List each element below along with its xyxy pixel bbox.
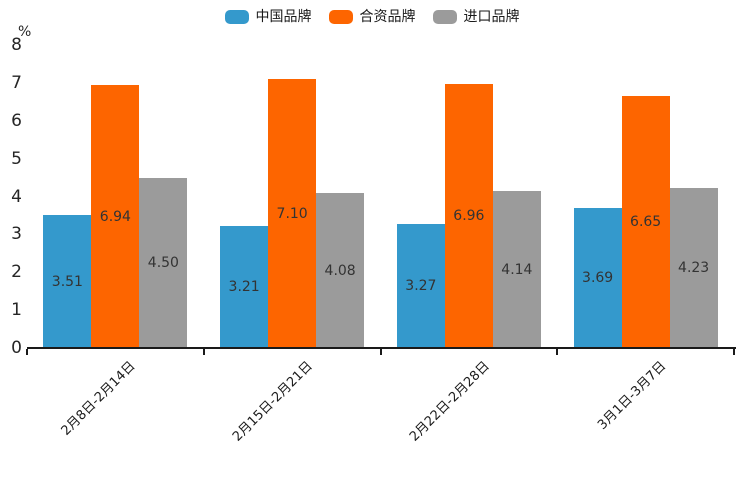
bar-joint-venture-brand[interactable]	[91, 85, 140, 348]
bar-china-brand[interactable]	[396, 224, 445, 348]
bar-value-label: 4.08	[324, 262, 356, 279]
legend-label-joint-venture-brand: 合资品牌	[359, 9, 416, 25]
legend-swatch-import-brand	[432, 10, 457, 24]
bar-joint-venture-brand[interactable]	[621, 96, 670, 348]
bar-value-label: 6.96	[453, 208, 485, 225]
x-axis-tick	[733, 349, 735, 355]
y-axis-tick-label: 1	[11, 300, 22, 321]
y-axis-tick-label: 8	[11, 35, 22, 55]
bar-joint-venture-brand[interactable]	[444, 84, 493, 348]
y-axis-tick-label: 0	[11, 338, 22, 358]
x-axis-label: 2月8日-2月14日	[58, 358, 139, 439]
x-axis-tick	[26, 349, 28, 355]
legend-swatch-joint-venture-brand	[328, 10, 353, 24]
bar-value-label: 3.21	[228, 279, 260, 296]
y-axis-tick-label: 6	[11, 110, 22, 131]
bar-china-brand[interactable]	[220, 226, 269, 348]
bar-value-label: 3.69	[582, 270, 614, 287]
x-axis-tick	[556, 349, 559, 355]
y-axis-tick-label: 3	[11, 224, 22, 245]
bar-value-label: 4.50	[147, 254, 179, 271]
bar-import-brand[interactable]	[316, 193, 365, 348]
y-axis-tick-label: 5	[11, 148, 22, 169]
bar-china-brand[interactable]	[573, 208, 622, 348]
x-axis-line	[27, 347, 736, 349]
bar-value-label: 3.27	[405, 278, 437, 295]
y-axis-tick-label: 4	[11, 186, 22, 207]
bar-value-label: 4.14	[501, 261, 533, 278]
bar-import-brand[interactable]	[139, 177, 188, 348]
bar-joint-venture-brand[interactable]	[268, 79, 317, 348]
bar-value-label: 3.51	[51, 273, 83, 290]
bar-china-brand[interactable]	[43, 215, 92, 348]
bar-value-label: 7.10	[276, 205, 308, 222]
legend-swatch-china-brand	[224, 10, 249, 24]
x-axis-label: 3月1日-3月7日	[594, 358, 670, 433]
legend-item-import-brand[interactable]: 进口品牌	[432, 8, 520, 26]
legend-item-joint-venture-brand[interactable]: 合资品牌	[328, 8, 416, 26]
bar-import-brand[interactable]	[669, 187, 718, 348]
chart-legend: 中国品牌 合资品牌 进口品牌	[0, 8, 744, 26]
bar-value-label: 6.65	[630, 214, 662, 231]
x-axis-label: 2月22日-2月28日	[406, 358, 493, 445]
x-axis-label: 2月15日-2月21日	[229, 358, 316, 445]
y-axis-tick-label: 2	[11, 262, 22, 283]
legend-label-import-brand: 进口品牌	[463, 9, 520, 25]
legend-item-china-brand[interactable]: 中国品牌	[224, 8, 312, 26]
y-axis-tick-label: 7	[11, 72, 22, 93]
legend-label-china-brand: 中国品牌	[255, 9, 312, 25]
bar-import-brand[interactable]	[492, 191, 541, 348]
x-axis-tick	[379, 349, 382, 355]
x-axis-tick	[202, 349, 205, 355]
y-axis-unit-label: %	[18, 24, 32, 40]
bar-value-label: 4.23	[678, 259, 710, 276]
bar-value-label: 6.94	[99, 208, 131, 225]
